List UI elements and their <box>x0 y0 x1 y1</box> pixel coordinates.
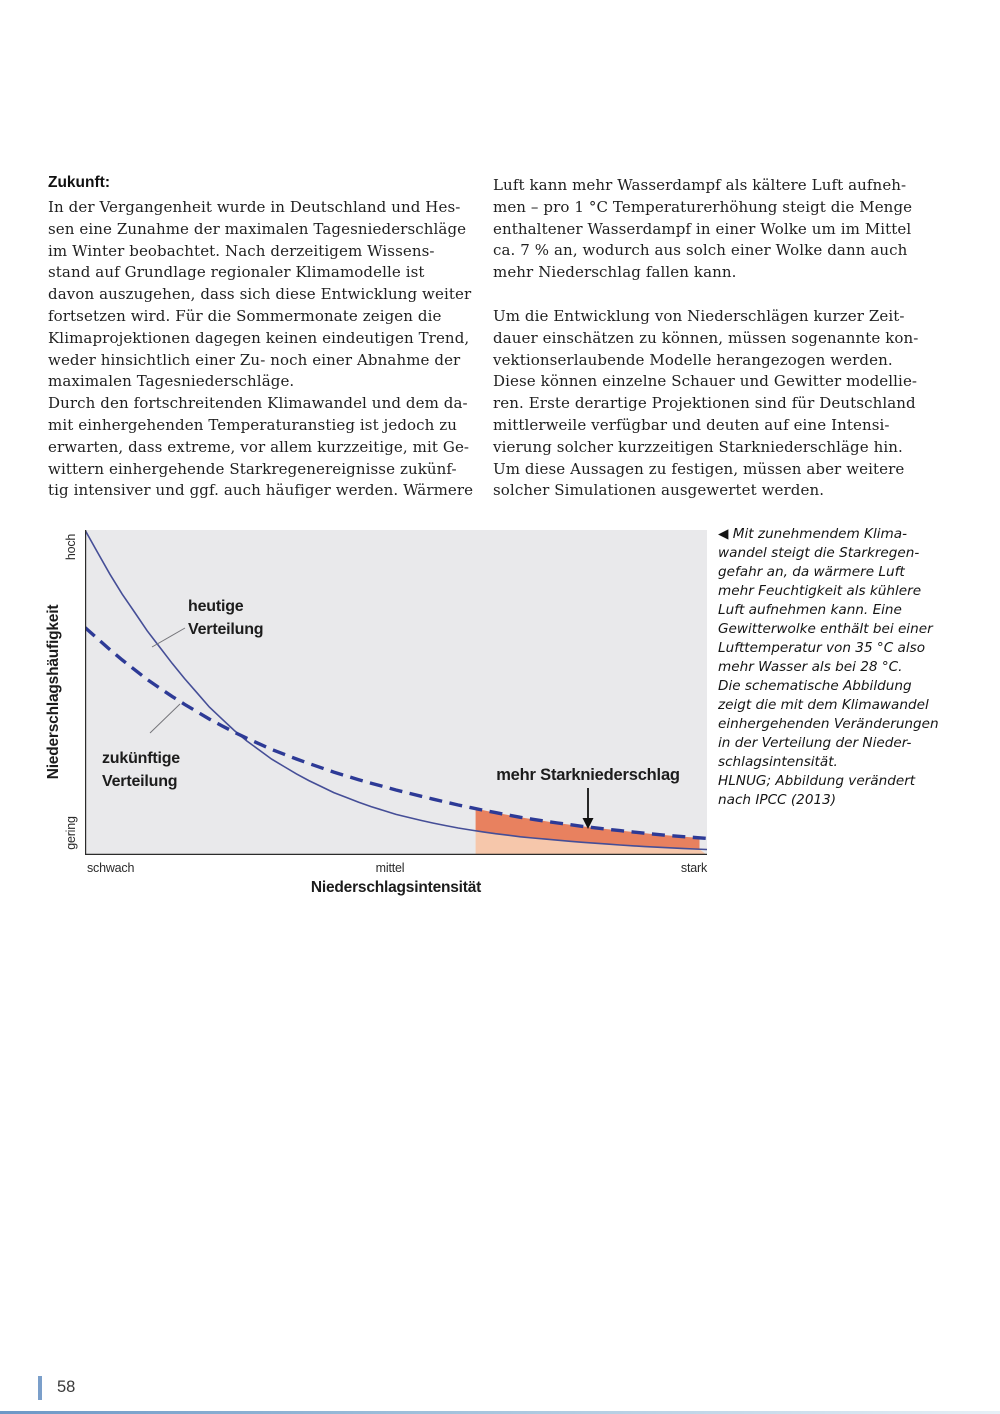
future-distribution-label-line2: Verteilung <box>102 773 177 790</box>
chart-canvas: heutige Verteilung zukünftige Verteilung… <box>85 530 707 855</box>
right-column-paragraph-2: Um die Entwicklung von Niederschlägen ku… <box>493 307 919 500</box>
left-column-paragraph: In der Vergangenheit wurde in Deutschlan… <box>48 198 474 500</box>
annotation-arrow-head <box>582 818 594 829</box>
section-heading: Zukunft: <box>48 174 110 191</box>
shade-more-heavy-precipitation <box>475 808 700 850</box>
page-number: 58 <box>57 1378 76 1396</box>
plot-background <box>85 530 707 855</box>
figure-caption: ◀ Mit zunehmendem Klima- wandel steigt d… <box>718 526 939 808</box>
x-axis-title: Niederschlagsintensität <box>310 879 482 896</box>
y-tick-hoch: hoch <box>64 533 78 561</box>
x-tick-mittel: mittel <box>375 861 405 875</box>
x-tick-schwach: schwach <box>87 861 135 875</box>
right-column-paragraph-1: Luft kann mehr Wasserdampf als kältere L… <box>493 176 913 282</box>
future-distribution-label-line1: zukünftige <box>102 750 180 767</box>
future-distribution-curve <box>85 626 707 841</box>
footer-rule <box>0 1411 1000 1414</box>
y-axis-title: Niederschlagshäufigkeit <box>45 604 62 780</box>
x-tick-stark: stark <box>680 861 707 875</box>
current-distribution-label-line1: heutige <box>188 598 244 615</box>
current-distribution-curve <box>85 530 707 851</box>
shade-below-current-curve <box>475 830 707 855</box>
more-heavy-precipitation-label: mehr Starkniederschlag <box>496 766 680 784</box>
callout-line-future <box>149 703 181 734</box>
current-distribution-label-line2: Verteilung <box>188 621 263 638</box>
y-tick-gering: gering <box>64 816 78 850</box>
callout-line-current <box>151 627 186 648</box>
page-number-bar <box>38 1376 42 1400</box>
